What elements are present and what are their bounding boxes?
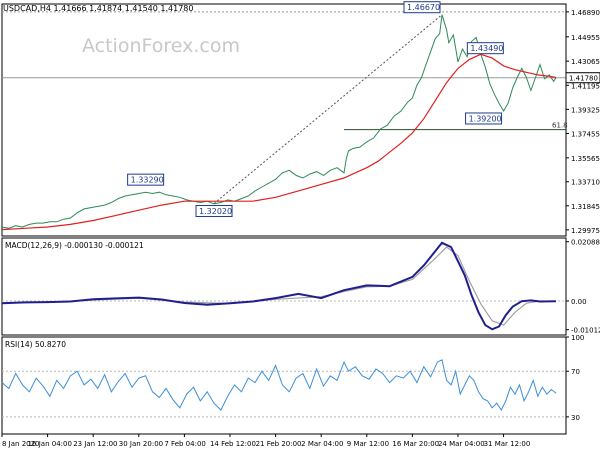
price-ytick-label: 1.41195 bbox=[571, 82, 600, 90]
macd-frame bbox=[1, 237, 567, 336]
rsi-title: RSI(14) 50.8270 bbox=[5, 340, 66, 349]
macd-ytick-label: -0.010121 bbox=[571, 327, 600, 335]
rsi-series-1-line bbox=[1, 359, 557, 411]
price-annotation-label: 1.33290 bbox=[131, 176, 164, 185]
price-ytick-label: 1.44955 bbox=[571, 34, 600, 42]
price-ytick-label: 1.29975 bbox=[571, 227, 600, 235]
x-tick-label: 31 Mar 12:00 bbox=[484, 440, 531, 448]
price-annotation-box bbox=[195, 205, 233, 218]
price-ytick-label: 1.35565 bbox=[571, 155, 600, 163]
price-series-1-line bbox=[1, 14, 557, 229]
macd-ytick-label: 0.020884 bbox=[571, 239, 600, 247]
rsi-ytick-label: 70 bbox=[571, 368, 580, 376]
price-annotation-box bbox=[403, 1, 441, 14]
chart-background bbox=[1, 3, 567, 435]
price-annotation-label: 1.43490 bbox=[470, 44, 503, 53]
macd-panel: 0.020884 0.00 -0.010121 MACD(12,26,9) -0.00… bbox=[1, 239, 600, 335]
price-annotation-label: 1.32020 bbox=[199, 207, 232, 216]
price-annotation-box bbox=[465, 112, 503, 125]
x-tick-label: 8 Jan 2020 bbox=[2, 440, 40, 448]
x-tick-label: 16 Jan 04:00 bbox=[28, 440, 72, 448]
rsi-ytick-label: 100 bbox=[571, 334, 584, 342]
x-tick-label: 7 Feb 04:00 bbox=[164, 440, 205, 448]
x-tick-label: 2 Mar 04:00 bbox=[301, 440, 343, 448]
price-panel: 1.46890 1.44955 1.43065 1.41195 1.39325 1.374… bbox=[1, 1, 600, 235]
current-price-label: 1.41780 bbox=[569, 75, 598, 83]
rsi-ytick-label: 30 bbox=[571, 414, 580, 422]
x-tick-label: 30 Jan 20:00 bbox=[119, 440, 163, 448]
price-series-2-line bbox=[1, 53, 557, 231]
macd-series-1-line bbox=[1, 241, 557, 331]
fib-618-label: 61.8 bbox=[552, 122, 568, 130]
price-annotation-label: 1.39200 bbox=[469, 114, 502, 123]
price-annotation-label: 1.46670 bbox=[407, 3, 440, 12]
x-tick-label: 16 Mar 20:00 bbox=[392, 440, 439, 448]
price-ytick-label: 1.43065 bbox=[571, 58, 600, 66]
x-tick-label: 23 Jan 12:00 bbox=[73, 440, 117, 448]
x-tick-label: 21 Feb 20:00 bbox=[256, 440, 302, 448]
price-ytick-label: 1.39325 bbox=[571, 106, 600, 114]
watermark: ActionForex.com bbox=[82, 35, 240, 57]
macd-ytick-label: 0.00 bbox=[571, 298, 587, 306]
price-annotation-box bbox=[466, 42, 504, 55]
price-ytick-label: 1.31845 bbox=[571, 203, 600, 211]
rsi-panel: 100 70 30 RSI(14) 50.8270 bbox=[1, 334, 584, 422]
price-ytick-label: 1.33710 bbox=[571, 179, 600, 187]
trendline bbox=[213, 14, 443, 204]
price-ytick-label: 1.37455 bbox=[571, 130, 600, 138]
x-tick-label: 9 Mar 12:00 bbox=[347, 440, 389, 448]
x-tick-label: 24 Mar 04:00 bbox=[438, 440, 485, 448]
current-price-box bbox=[565, 72, 600, 84]
symbol-ohlc-label: USDCAD,H4 1.41666 1.41874 1.41540 1.4178… bbox=[3, 4, 193, 13]
price-annotation-box bbox=[127, 173, 165, 186]
rsi-frame bbox=[1, 336, 567, 435]
macd-title: MACD(12,26,9) -0.000130 -0.000121 bbox=[5, 241, 144, 250]
x-tick-label: 14 Feb 12:00 bbox=[210, 440, 256, 448]
price-ytick-label: 1.46890 bbox=[571, 9, 600, 17]
